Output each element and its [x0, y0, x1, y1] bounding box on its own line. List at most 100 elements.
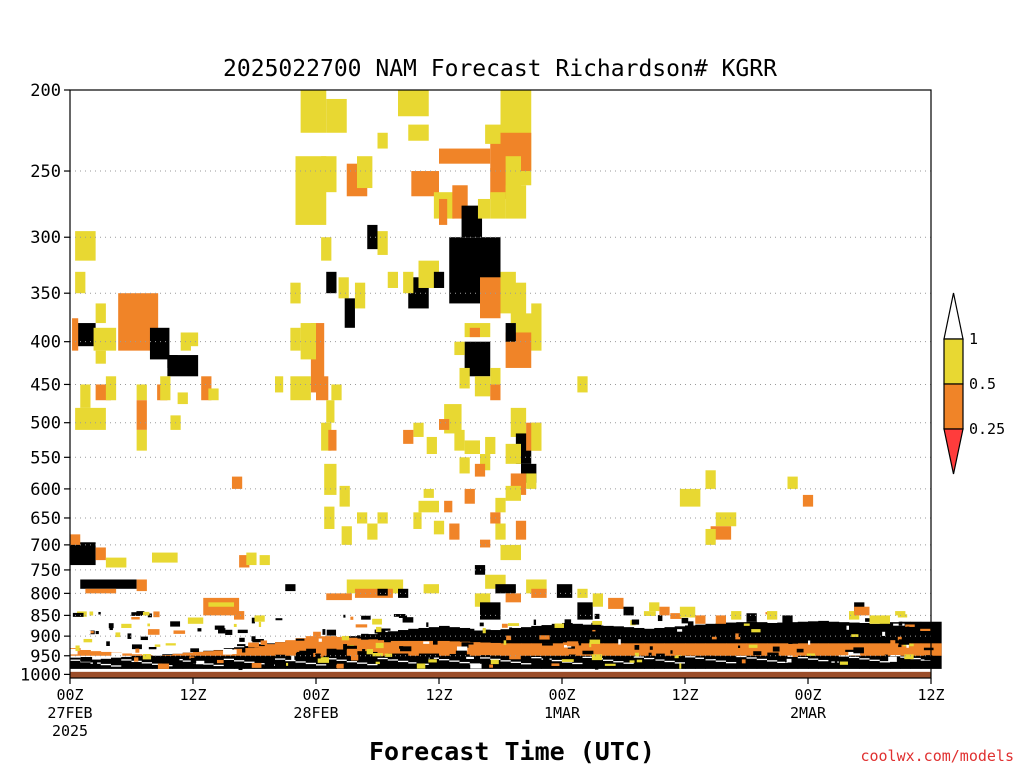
band-cell — [500, 643, 512, 656]
speckle-cell — [743, 623, 750, 626]
heatmap-cell — [464, 440, 480, 454]
band-cell — [510, 643, 522, 656]
band-cell — [859, 643, 870, 656]
speckle-cell — [582, 650, 594, 655]
speckle-cell — [501, 623, 508, 628]
speckle-cell — [788, 641, 799, 644]
band-seam — [828, 661, 839, 663]
heatmap-cell — [95, 547, 106, 561]
speckle-cell — [818, 650, 830, 656]
ground-band — [70, 671, 931, 678]
band-seam — [459, 661, 470, 664]
heatmap-cell — [480, 602, 501, 620]
legend-bin-bottom — [943, 428, 964, 475]
band-seam — [428, 657, 439, 659]
speckle-cell — [291, 649, 300, 653]
y-tick-label: 300 — [30, 228, 61, 248]
speckle-cell — [95, 631, 99, 635]
heatmap-cell — [449, 523, 460, 540]
heatmap-cell — [490, 192, 506, 219]
speckle-cell — [653, 659, 656, 664]
speckle-cell — [70, 648, 78, 655]
speckle-cell — [251, 636, 256, 642]
heatmap-cell — [556, 584, 573, 598]
speckle-cell — [649, 646, 653, 650]
y-tick-label: 950 — [30, 647, 61, 667]
speckle-cell — [920, 628, 931, 632]
speckle-cell — [474, 626, 483, 631]
heatmap-cell — [439, 198, 448, 225]
heatmap-cell — [715, 615, 726, 624]
watermark-text: coolwx.com/models — [860, 747, 1014, 765]
speckle-cell — [316, 633, 327, 637]
band-cell — [326, 638, 337, 669]
band-cell — [521, 643, 532, 656]
heatmap-cell — [259, 555, 270, 566]
speckle-cell — [589, 639, 601, 644]
speckle-cell — [490, 659, 499, 665]
heatmap-cell — [531, 422, 542, 451]
speckle-cell — [539, 635, 550, 640]
speckle-cell — [343, 644, 347, 650]
speckle-cell — [260, 640, 268, 645]
speckle-cell — [134, 657, 139, 662]
heatmap-cell — [275, 376, 284, 393]
speckle-cell — [258, 621, 262, 628]
y-tick-label: 550 — [30, 448, 61, 468]
speckle-cell — [384, 637, 391, 643]
heatmap-cell — [367, 224, 378, 250]
heatmap-cell — [531, 588, 547, 598]
speckle-cell — [890, 640, 896, 644]
heatmap-cell — [577, 602, 593, 620]
heatmap-cell — [423, 584, 439, 594]
heatmap-cell — [423, 488, 434, 498]
speckle-cell — [897, 614, 908, 618]
band-cell — [316, 635, 327, 656]
heatmap-cell — [344, 298, 355, 328]
band-cell — [705, 643, 717, 656]
speckle-cell — [165, 643, 176, 646]
heatmap-cell — [413, 512, 422, 529]
band-cell — [746, 643, 758, 656]
speckle-cell — [148, 646, 157, 650]
speckle-cell — [561, 659, 574, 662]
speckle-cell — [89, 611, 94, 616]
heatmap-cell — [454, 429, 465, 451]
speckle-cell — [753, 651, 762, 656]
speckle-cell — [140, 636, 148, 641]
speckle-cell — [318, 638, 322, 642]
band-cell — [264, 644, 276, 656]
speckle-cell — [884, 654, 888, 660]
speckle-cell — [482, 627, 486, 634]
heatmap-cell — [246, 552, 257, 566]
speckle-cell — [767, 652, 779, 659]
speckle-cell — [398, 615, 408, 618]
heatmap-cell — [324, 506, 335, 529]
heatmap-cell — [354, 282, 366, 309]
speckle-cell — [170, 621, 181, 627]
speckle-cell — [865, 618, 871, 622]
speckle-cell — [147, 613, 152, 618]
band-seam — [685, 656, 696, 658]
band-cell — [418, 640, 430, 654]
speckle-cell — [840, 637, 843, 641]
band-seam — [777, 661, 788, 663]
heatmap-cell — [787, 476, 798, 489]
band-cell — [490, 642, 501, 656]
legend-label: 1 — [969, 330, 978, 348]
band-cell — [357, 638, 368, 652]
y-axis-ticks: 200 250 300 350 400 450 500 550 600 650 700 750 8008… — [20, 81, 70, 685]
speckle-cell — [416, 663, 426, 669]
speckle-cell — [846, 625, 849, 630]
band-cell — [582, 643, 594, 656]
heatmap-cell — [439, 148, 491, 164]
speckle-cell — [426, 622, 429, 627]
speckle-cell — [703, 655, 714, 660]
legend-colorbar: 1 0.5 0.25 — [943, 292, 1005, 475]
heatmap-cell — [495, 497, 506, 513]
band-cell — [664, 643, 676, 656]
band-cell — [623, 643, 635, 656]
speckle-cell — [467, 642, 474, 645]
speckle-cell — [851, 634, 859, 637]
